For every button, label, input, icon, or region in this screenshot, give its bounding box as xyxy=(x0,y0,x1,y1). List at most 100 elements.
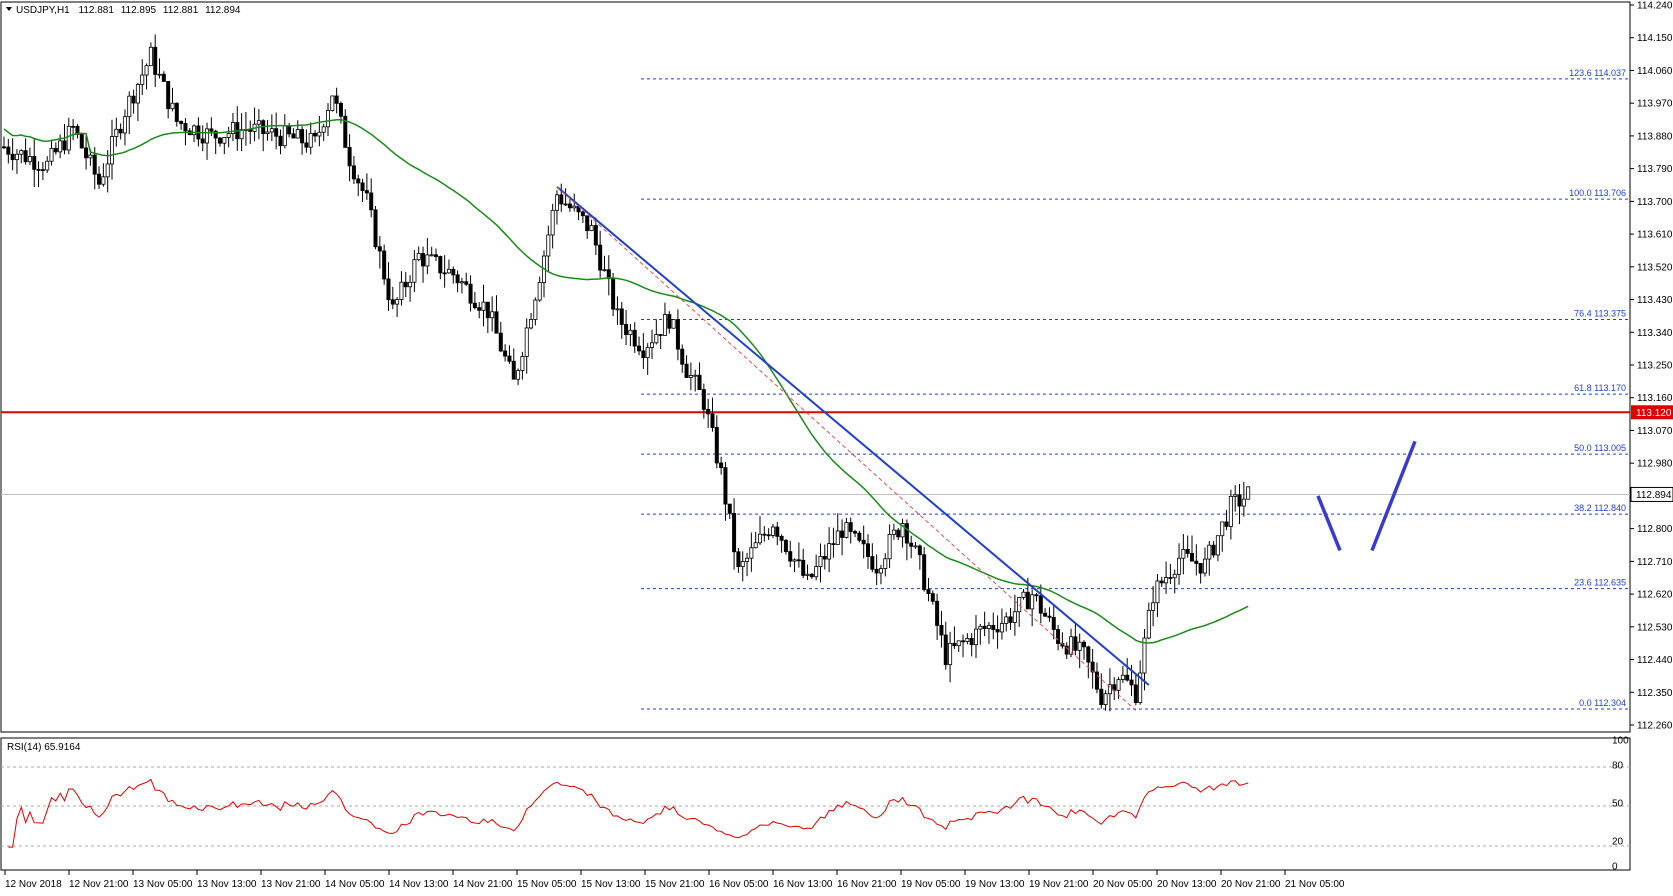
candle-body xyxy=(645,347,650,359)
candle-body xyxy=(961,640,966,643)
candle-body xyxy=(127,95,132,118)
candle-body xyxy=(1220,521,1225,537)
moving-average-line[interactable] xyxy=(3,119,1249,644)
collapse-arrow-icon[interactable] xyxy=(6,7,12,11)
candle-body xyxy=(952,642,957,647)
candle-body xyxy=(49,147,54,162)
candle-body xyxy=(1233,494,1238,497)
candle-body xyxy=(792,559,797,562)
projection-down-stroke xyxy=(1316,495,1342,552)
candle-body xyxy=(347,147,352,167)
time-tick-label: 16 Nov 13:00 xyxy=(773,879,833,890)
candle-body xyxy=(455,274,460,284)
fib-level-label: 23.6 112.635 xyxy=(1574,578,1626,588)
descending-trendline[interactable] xyxy=(556,186,1150,686)
candle-body xyxy=(1082,641,1087,648)
candle-body xyxy=(32,156,37,170)
candle-body xyxy=(291,133,296,139)
candle-body xyxy=(179,121,184,124)
candle-body xyxy=(481,301,486,311)
price-axis-bg xyxy=(1631,2,1673,870)
candle-body xyxy=(818,556,823,567)
candle-body xyxy=(619,308,624,325)
fib-level-label: 100.0 113.706 xyxy=(1569,188,1626,198)
candle-body xyxy=(546,234,551,257)
candle-body xyxy=(866,543,871,557)
current-price-box xyxy=(1630,486,1673,502)
candle-body xyxy=(995,629,1000,633)
candle-body xyxy=(680,348,685,365)
candle-body xyxy=(1073,636,1078,651)
candle-body xyxy=(602,269,607,272)
candle-body xyxy=(615,308,620,311)
candle-body xyxy=(1077,641,1082,651)
candle-body xyxy=(97,173,102,185)
candle-body xyxy=(775,526,780,537)
candle-body xyxy=(27,156,32,163)
candle-body xyxy=(766,534,771,537)
candle-body xyxy=(209,128,214,132)
candle-body xyxy=(762,533,767,536)
price-tick-label: 112.620 xyxy=(1637,590,1673,601)
candle-body xyxy=(395,299,400,305)
candle-body xyxy=(494,311,499,334)
candle-body xyxy=(939,624,944,636)
candle-body xyxy=(887,534,892,560)
candle-body xyxy=(883,558,888,569)
candle-body xyxy=(114,128,119,137)
candle-body xyxy=(1103,693,1108,706)
candle-body xyxy=(1194,560,1199,564)
projection-up-stroke xyxy=(1370,440,1417,552)
price-tick-label: 114.240 xyxy=(1637,1,1673,12)
rsi-tick-label: 100 xyxy=(1612,736,1629,747)
candle-body xyxy=(1064,645,1069,655)
candle-body xyxy=(75,125,80,135)
candle-body xyxy=(779,535,784,541)
price-tick-label: 113.520 xyxy=(1637,262,1673,273)
candle-body xyxy=(192,125,197,136)
candle-body xyxy=(533,299,538,320)
candle-body xyxy=(459,281,464,284)
candle-body xyxy=(831,543,836,545)
candle-body xyxy=(835,530,840,545)
candle-body xyxy=(351,165,356,180)
candle-body xyxy=(520,356,525,371)
candle-body xyxy=(364,190,369,194)
candle-body xyxy=(1138,672,1143,703)
candle-body xyxy=(1177,557,1182,575)
candle-body xyxy=(809,573,814,578)
candle-body xyxy=(144,65,149,76)
candle-body xyxy=(1181,549,1186,559)
time-tick-label: 12 Nov 21:00 xyxy=(69,879,129,890)
candle-body xyxy=(1190,553,1195,562)
candle-body xyxy=(1099,688,1104,706)
candle-body xyxy=(1030,594,1035,610)
candle-body xyxy=(1133,684,1138,703)
candle-body xyxy=(1025,591,1030,610)
candle-body xyxy=(641,350,646,359)
candle-body xyxy=(758,533,763,544)
price-tick-label: 113.340 xyxy=(1637,328,1673,339)
candle-body xyxy=(935,600,940,626)
candle-body xyxy=(559,194,564,205)
candle-body xyxy=(490,311,495,319)
candle-body xyxy=(222,137,227,144)
candle-body xyxy=(1224,521,1229,527)
rsi-line[interactable] xyxy=(8,778,1249,848)
candle-body xyxy=(343,115,348,148)
candle-body xyxy=(827,543,832,560)
candle-body xyxy=(736,551,741,567)
candle-body xyxy=(1246,486,1251,500)
candle-body xyxy=(1185,549,1190,554)
price-tick-label: 113.160 xyxy=(1637,393,1673,404)
candle-body xyxy=(377,246,382,252)
candle-body xyxy=(1004,616,1009,624)
candle-body xyxy=(416,253,421,261)
candle-body xyxy=(131,95,136,104)
candle-body xyxy=(1047,615,1052,618)
candle-body xyxy=(321,126,326,133)
candle-body xyxy=(1034,594,1039,597)
candle-body xyxy=(969,638,974,646)
candle-body xyxy=(861,539,866,545)
